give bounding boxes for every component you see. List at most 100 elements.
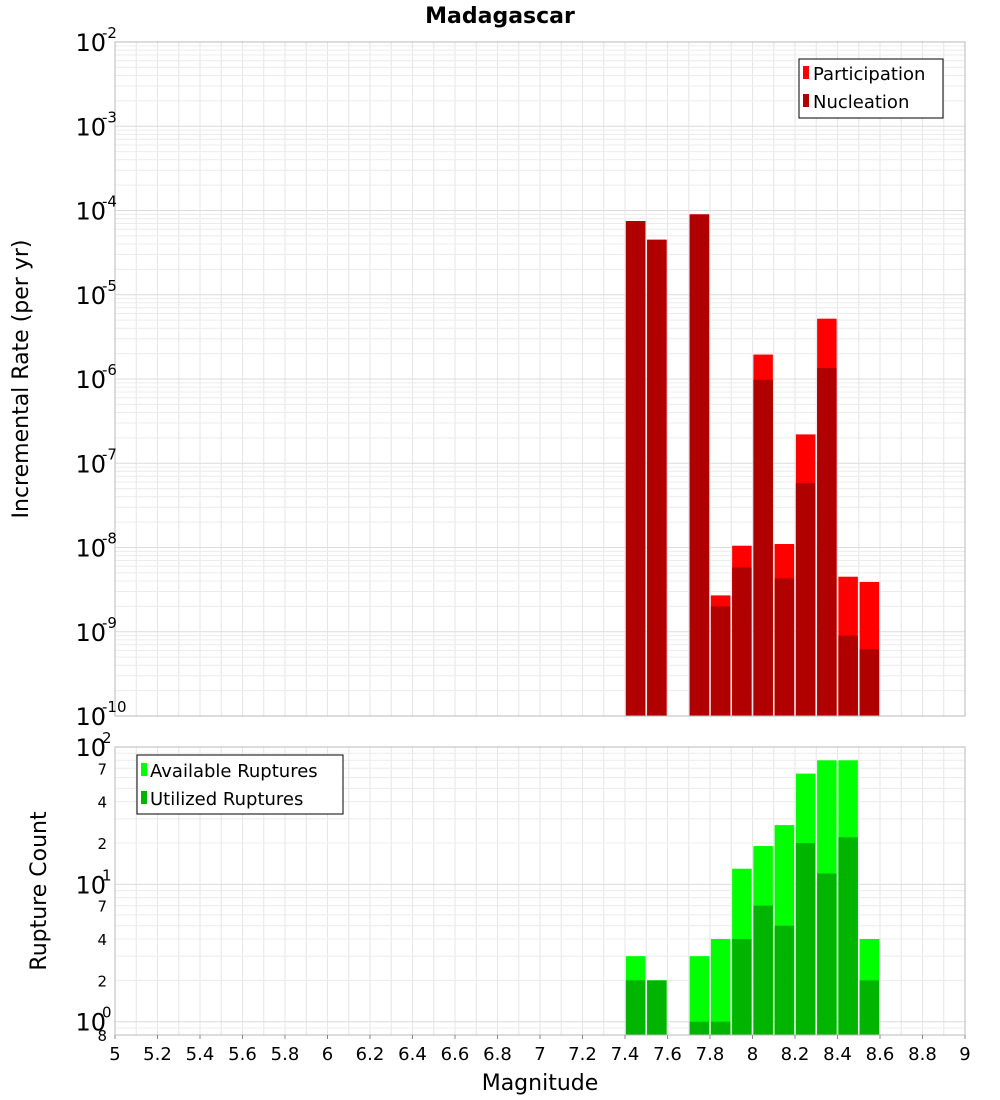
y-tick-base: 10 bbox=[75, 450, 106, 478]
y-tick-label: 10-8 bbox=[75, 530, 117, 563]
x-tick-label: 6.6 bbox=[441, 1044, 470, 1065]
utilized-ruptures-bar bbox=[817, 873, 837, 1035]
x-tick-label: 6.2 bbox=[356, 1044, 385, 1065]
bottom-y-axis-label: Rupture Count bbox=[27, 811, 52, 971]
x-tick-label: 7.6 bbox=[653, 1044, 682, 1065]
legend-swatch-utilized-ruptures bbox=[141, 791, 147, 804]
nucleation-bar bbox=[732, 567, 752, 716]
y-minor-tick-label: 4 bbox=[97, 794, 107, 812]
x-tick-label: 8.6 bbox=[866, 1044, 895, 1065]
chart-title: Madagascar bbox=[425, 4, 575, 29]
nucleation-bar bbox=[689, 214, 710, 716]
y-tick-label: 10-9 bbox=[75, 614, 117, 647]
y-tick-label: 10-7 bbox=[75, 445, 117, 478]
y-tick-exponent: -5 bbox=[102, 277, 117, 295]
x-tick-label: 7.4 bbox=[611, 1044, 640, 1065]
y-tick-exponent: 0 bbox=[102, 1004, 112, 1022]
top-panel-bars bbox=[625, 214, 880, 716]
y-tick-base: 10 bbox=[75, 871, 106, 899]
bottom-legend-box bbox=[136, 754, 344, 815]
y-tick-base: 10 bbox=[75, 734, 106, 762]
y-tick-base: 10 bbox=[75, 282, 106, 310]
y-tick-exponent: -9 bbox=[102, 614, 117, 632]
nucleation-bar bbox=[795, 483, 816, 716]
utilized-ruptures-bar bbox=[838, 837, 858, 1035]
legend-label-nucleation: Nucleation bbox=[813, 92, 909, 113]
x-tick-label: 8 bbox=[747, 1044, 758, 1065]
legend-swatch-nucleation bbox=[803, 94, 809, 107]
nucleation-bar bbox=[838, 635, 858, 716]
y-tick-base: 10 bbox=[75, 29, 106, 57]
x-tick-label: 6 bbox=[322, 1044, 333, 1065]
x-tick-label: 6.4 bbox=[398, 1044, 427, 1065]
x-tick-label: 5.8 bbox=[271, 1044, 300, 1065]
top-legend-box bbox=[798, 58, 944, 119]
utilized-ruptures-bar bbox=[753, 905, 773, 1035]
y-tick-exponent: -7 bbox=[102, 445, 117, 463]
y-tick-label: 10-2 bbox=[75, 24, 117, 57]
utilized-ruptures-bar bbox=[732, 939, 752, 1035]
bottom-panel-bars bbox=[625, 760, 880, 1035]
y-tick-exponent: 2 bbox=[102, 729, 112, 747]
y-tick-exponent: -6 bbox=[102, 361, 117, 379]
y-minor-tick-label: 2 bbox=[97, 835, 107, 853]
y-tick-base: 10 bbox=[75, 1009, 106, 1037]
legend-label-utilized-ruptures: Utilized Ruptures bbox=[150, 789, 303, 810]
x-tick-label: 5 bbox=[109, 1044, 120, 1065]
y-minor-tick-label: 4 bbox=[97, 931, 107, 949]
y-tick-base: 10 bbox=[75, 113, 106, 141]
x-tick-label: 7 bbox=[534, 1044, 545, 1065]
available-ruptures-bar bbox=[710, 939, 731, 1035]
y-minor-tick-label: 2 bbox=[97, 972, 107, 990]
top-y-axis-label: Incremental Rate (per yr) bbox=[9, 240, 34, 519]
x-tick-label: 7.8 bbox=[696, 1044, 725, 1065]
nucleation-bar bbox=[859, 649, 880, 716]
x-tick-label: 8.2 bbox=[781, 1044, 810, 1065]
nucleation-bar bbox=[625, 221, 646, 716]
x-axis-label: Magnitude bbox=[482, 1071, 599, 1096]
top-panel-frame bbox=[114, 41, 966, 717]
y-tick-label: 102 bbox=[75, 729, 111, 762]
utilized-ruptures-bar bbox=[774, 925, 795, 1035]
x-tick-label: 7.2 bbox=[568, 1044, 597, 1065]
y-tick-base: 10 bbox=[75, 535, 106, 563]
nucleation-bar bbox=[753, 379, 773, 716]
y-minor-tick-label: 7 bbox=[97, 898, 107, 916]
x-tick-label: 8.4 bbox=[823, 1044, 852, 1065]
y-tick-label: 10-10 bbox=[75, 698, 126, 731]
y-tick-base: 10 bbox=[75, 703, 106, 731]
y-tick-base: 10 bbox=[75, 619, 106, 647]
y-tick-label: 101 bbox=[75, 866, 111, 899]
x-tick-label: 5.2 bbox=[143, 1044, 172, 1065]
y-minor-tick-label: 8 bbox=[97, 1027, 107, 1045]
nucleation-bar bbox=[647, 239, 667, 716]
y-minor-tick-label: 7 bbox=[97, 760, 107, 778]
utilized-ruptures-bar bbox=[710, 1021, 731, 1035]
y-tick-label: 10-3 bbox=[75, 108, 117, 141]
y-tick-label: 10-6 bbox=[75, 361, 117, 394]
y-tick-label: 100 bbox=[75, 1004, 111, 1037]
x-tick-label: 5.4 bbox=[186, 1044, 215, 1065]
legend-swatch-participation bbox=[803, 66, 809, 79]
utilized-ruptures-bar bbox=[689, 1021, 710, 1035]
legend-label-participation: Participation bbox=[813, 64, 925, 85]
nucleation-bar bbox=[710, 606, 731, 716]
legend-swatch-available-ruptures bbox=[141, 763, 147, 776]
top-panel-grid bbox=[114, 41, 966, 717]
y-tick-exponent: -8 bbox=[102, 530, 117, 548]
utilized-ruptures-bar bbox=[859, 980, 880, 1035]
x-tick-label: 8.8 bbox=[908, 1044, 937, 1065]
utilized-ruptures-bar bbox=[647, 980, 667, 1035]
y-tick-exponent: -4 bbox=[102, 193, 117, 211]
y-tick-label: 10-4 bbox=[75, 193, 117, 226]
bottom-legend: Available Ruptures Utilized Ruptures bbox=[136, 754, 344, 815]
utilized-ruptures-bar bbox=[625, 980, 646, 1035]
y-tick-base: 10 bbox=[75, 198, 106, 226]
x-ticks: 5 5.2 5.4 5.6 5.8 6 6.2 6.4 6.6 6.8 7 7.2 7.4 7.6 7.8 8… bbox=[109, 1035, 971, 1065]
available-ruptures-bar bbox=[689, 956, 710, 1035]
y-tick-exponent: -3 bbox=[102, 108, 117, 126]
nucleation-bar bbox=[774, 578, 795, 716]
